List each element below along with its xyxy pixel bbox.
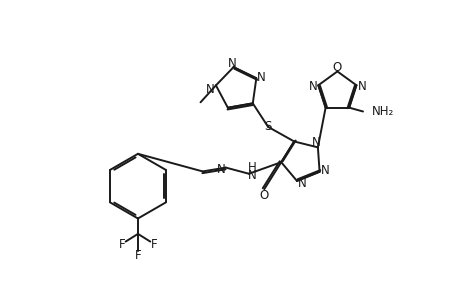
Text: N: N xyxy=(257,71,265,84)
Text: N: N xyxy=(357,80,365,92)
Text: N: N xyxy=(320,164,329,178)
Text: N: N xyxy=(247,169,256,182)
Text: O: O xyxy=(332,61,341,74)
Text: N: N xyxy=(216,163,225,176)
Text: N: N xyxy=(308,80,317,92)
Text: N: N xyxy=(297,177,306,190)
Text: S: S xyxy=(264,120,271,134)
Text: N: N xyxy=(311,136,320,149)
Text: F: F xyxy=(151,238,157,251)
Text: F: F xyxy=(134,249,141,262)
Text: O: O xyxy=(259,189,269,202)
Text: NH₂: NH₂ xyxy=(371,105,394,118)
Text: N: N xyxy=(227,57,236,70)
Text: H: H xyxy=(247,161,256,174)
Text: F: F xyxy=(118,238,125,251)
Text: N: N xyxy=(206,83,214,96)
